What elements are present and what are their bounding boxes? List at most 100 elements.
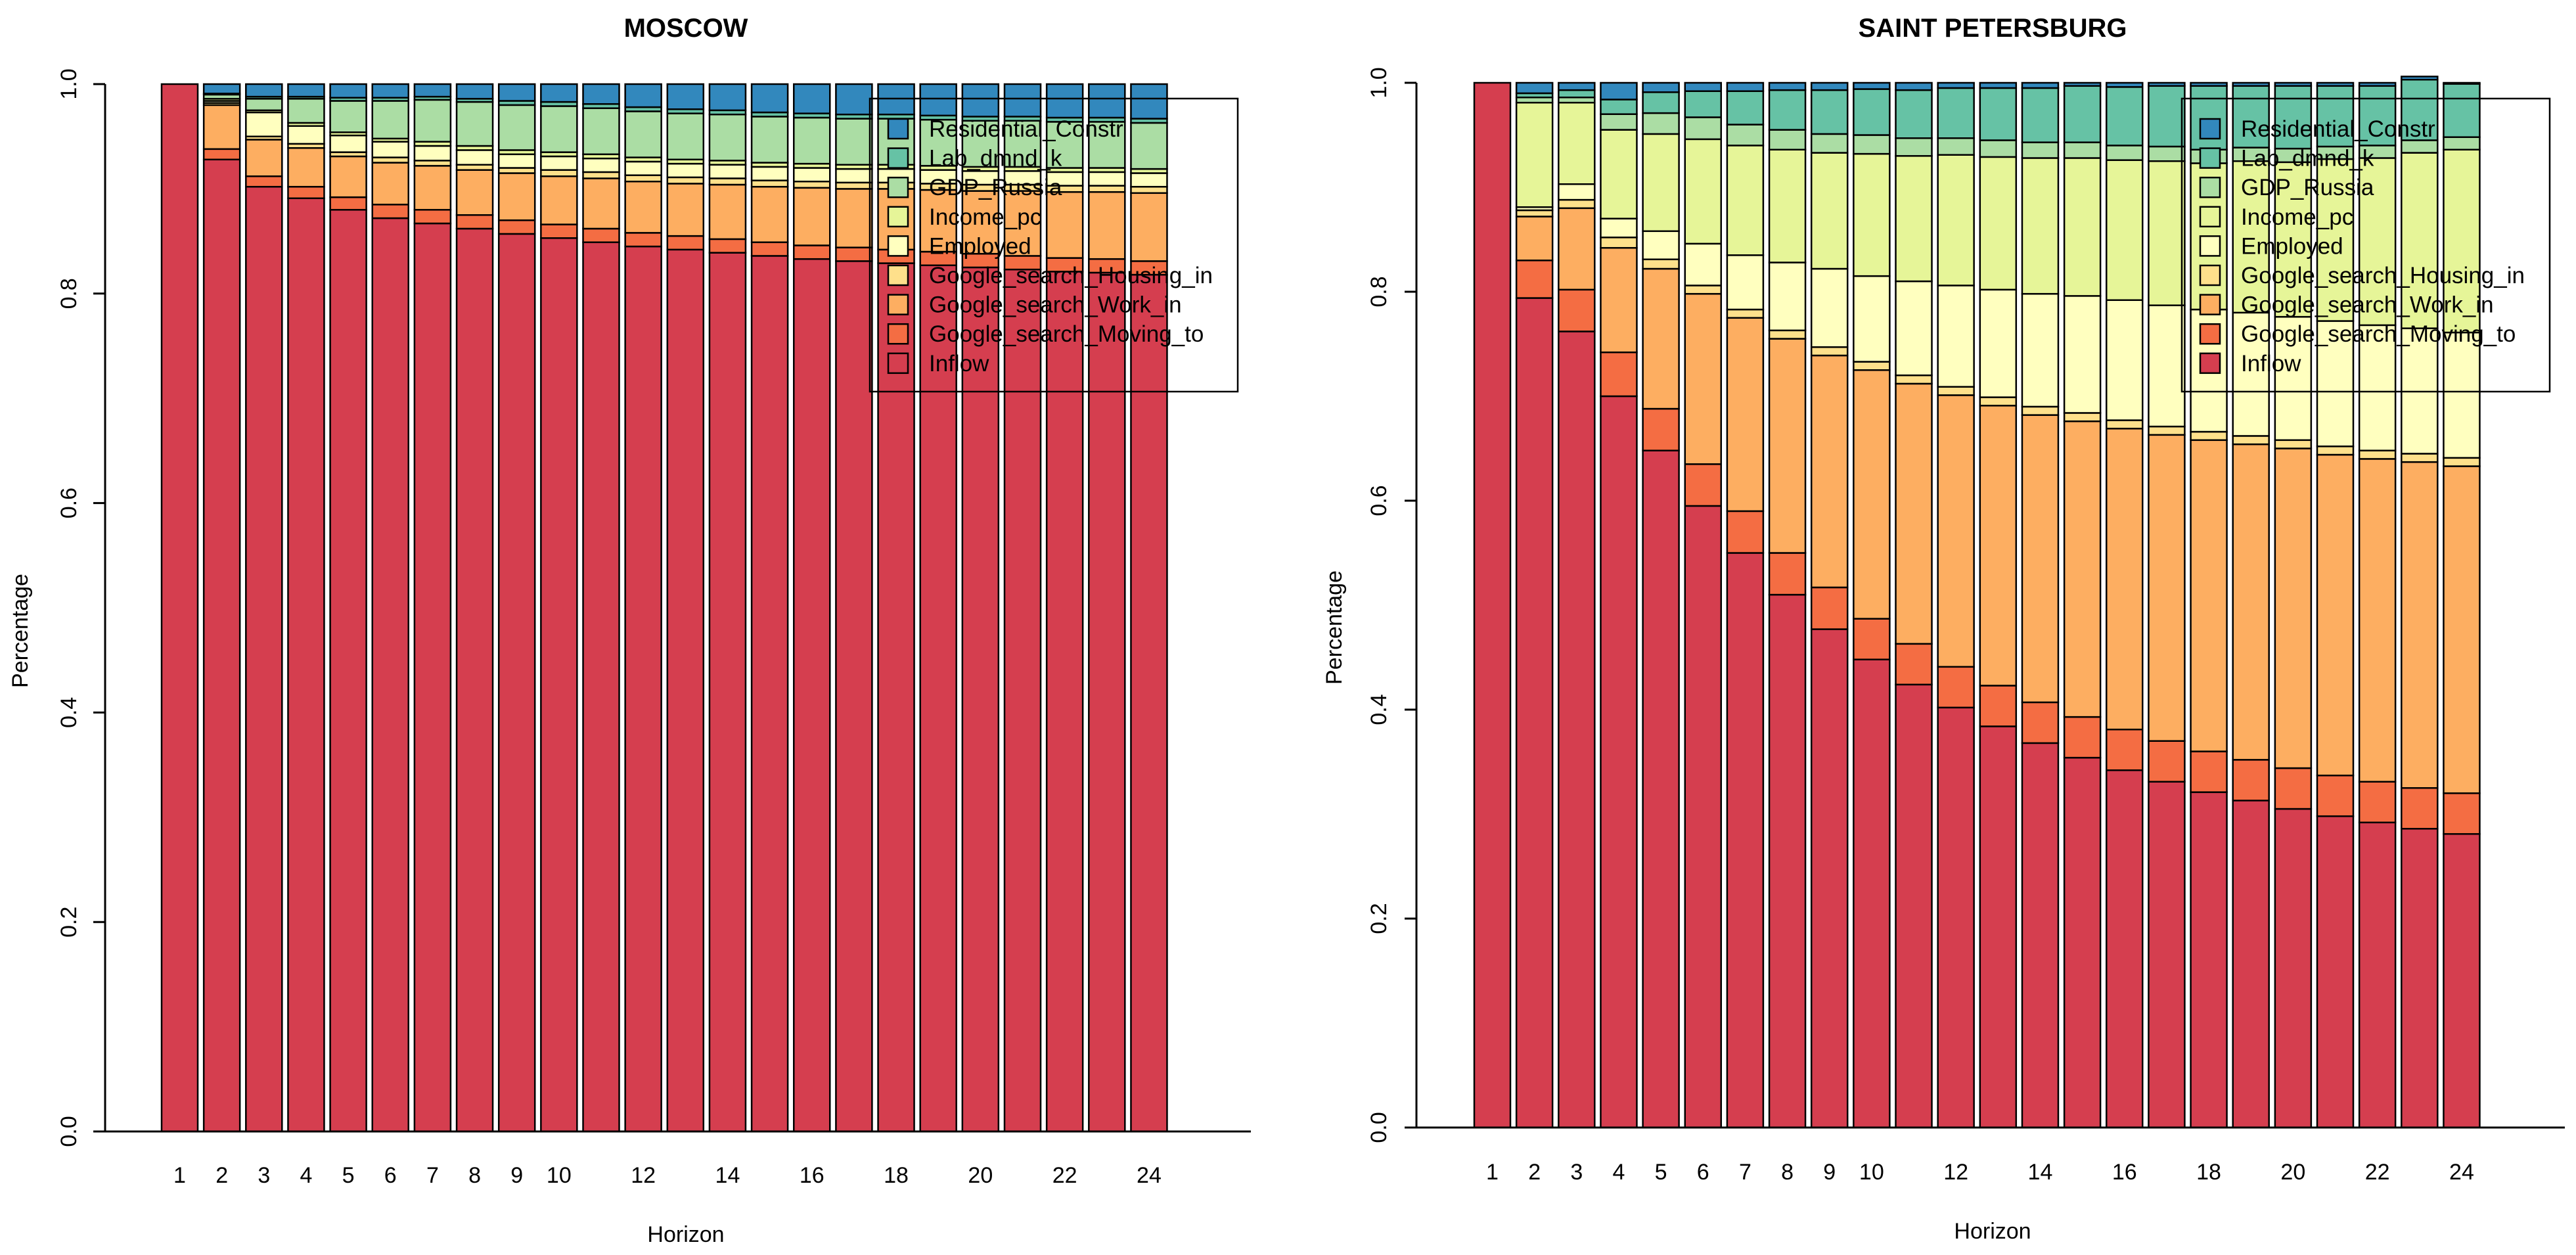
y-tick-label: 0.8 [1367, 276, 1391, 307]
bar-segment [1979, 87, 2018, 141]
legend-swatch [887, 118, 909, 140]
bar-segment [2358, 821, 2397, 1129]
x-tick-label: 20 [2280, 1160, 2305, 1185]
bar-segment [2148, 81, 2186, 87]
bar-segment [708, 164, 747, 179]
bar-segment [2148, 740, 2186, 783]
bar-segment [1726, 317, 1765, 513]
legend-label: Google_search_Housing_in [929, 263, 1213, 288]
bar-stack-area [1473, 76, 2481, 1129]
bar-segment [413, 145, 452, 162]
legend-item: Lab_dmnd_k [887, 146, 1062, 171]
bar-segment [2021, 414, 2060, 704]
bar-stack [1642, 81, 1680, 1129]
bar-segment [793, 116, 831, 165]
legend-item: Residential_Constr [2199, 116, 2435, 142]
bar-segment [497, 104, 536, 151]
bar-segment [371, 217, 409, 1133]
bar-segment [2148, 781, 2186, 1129]
y-tick-label: 0.2 [56, 907, 81, 938]
bar-segment [2063, 412, 2102, 422]
bar-segment [1810, 267, 1849, 348]
bar-segment [1726, 308, 1765, 319]
bar-segment [1853, 152, 1891, 277]
bar-segment [1045, 271, 1084, 1133]
bar-segment [2063, 716, 2102, 759]
bar-segment [1726, 510, 1765, 554]
x-tick-label: 14 [715, 1163, 740, 1188]
legend-item: Income_pc [887, 204, 1041, 230]
bar-segment [1726, 145, 1765, 256]
x-tick-label: 4 [300, 1163, 312, 1188]
bar-segment [2232, 311, 2270, 437]
bar-segment [1979, 396, 2018, 407]
bar-segment [1768, 329, 1807, 340]
bar-segment [582, 227, 620, 243]
x-tick-label: 10 [1859, 1160, 1884, 1185]
legend-label: Income_pc [929, 204, 1041, 230]
bar-segment [624, 160, 662, 176]
x-tick-label: 24 [2449, 1160, 2474, 1185]
x-tick-label: 1 [173, 1163, 186, 1188]
bar-segment [708, 113, 747, 162]
bar-segment [329, 196, 367, 211]
bar-segment [540, 175, 578, 225]
bar-segment [2148, 85, 2186, 148]
bar-segment [1515, 81, 1554, 95]
bar-segment [1895, 81, 1933, 91]
bar-segment [202, 104, 241, 150]
bar-segment [2401, 453, 2439, 463]
bar-segment [2190, 750, 2228, 793]
bar-segment [1937, 386, 1975, 396]
bar-stack [1473, 81, 1512, 1129]
bar-segment [2274, 315, 2313, 442]
bar-segment [708, 183, 747, 240]
y-tick-label: 0.6 [56, 488, 81, 518]
bar-segment [1768, 81, 1807, 91]
bar-segment [2063, 81, 2102, 87]
bar-segment [1558, 101, 1596, 185]
legend-swatch [2199, 206, 2221, 228]
bar-stack [1045, 83, 1084, 1133]
bar-stack [1003, 83, 1042, 1133]
bar-segment [2401, 139, 2439, 154]
bar-segment [1600, 99, 1638, 115]
bar-stack [2358, 81, 2397, 1129]
bar-segment [2190, 81, 2228, 87]
bar-segment [1045, 83, 1084, 119]
bar-stack [1558, 81, 1596, 1129]
bar-segment [2358, 324, 2397, 451]
bar-segment [1088, 191, 1126, 260]
bar-segment [1937, 154, 1975, 286]
bar-segment [1768, 89, 1807, 131]
bar-segment [1642, 449, 1680, 1129]
bar-stack [160, 83, 199, 1133]
legend-item: GDP_Russia [2199, 175, 2374, 200]
bar-segment [666, 112, 705, 161]
x-tick-label: 2 [1528, 1160, 1541, 1185]
legend-label: Residential_Constr [929, 116, 1123, 142]
bar-segment [1768, 129, 1807, 151]
x-axis-label: Horizon [1954, 1219, 2031, 1244]
bar-segment [1684, 116, 1722, 141]
bar-segment [624, 180, 662, 234]
bar-stack [750, 83, 789, 1133]
bar-segment [2274, 767, 2313, 810]
bar-segment [1726, 90, 1765, 126]
bar-segment [2443, 465, 2481, 794]
bar-segment [1810, 81, 1849, 91]
bar-segment [835, 168, 873, 184]
bar-stack [793, 83, 831, 1133]
bar-stack [1726, 81, 1765, 1129]
bar-segment [793, 244, 831, 260]
bar-segment [2021, 81, 2060, 89]
bar-segment [2401, 152, 2439, 329]
bar-segment [1810, 152, 1849, 270]
bar-segment [202, 158, 241, 1133]
bar-segment [582, 83, 620, 105]
legend-box [2181, 97, 2551, 393]
bar-segment [1642, 91, 1680, 114]
bar-segment [2316, 81, 2355, 87]
bar-segment [750, 116, 789, 164]
bar-segment [2232, 435, 2270, 445]
